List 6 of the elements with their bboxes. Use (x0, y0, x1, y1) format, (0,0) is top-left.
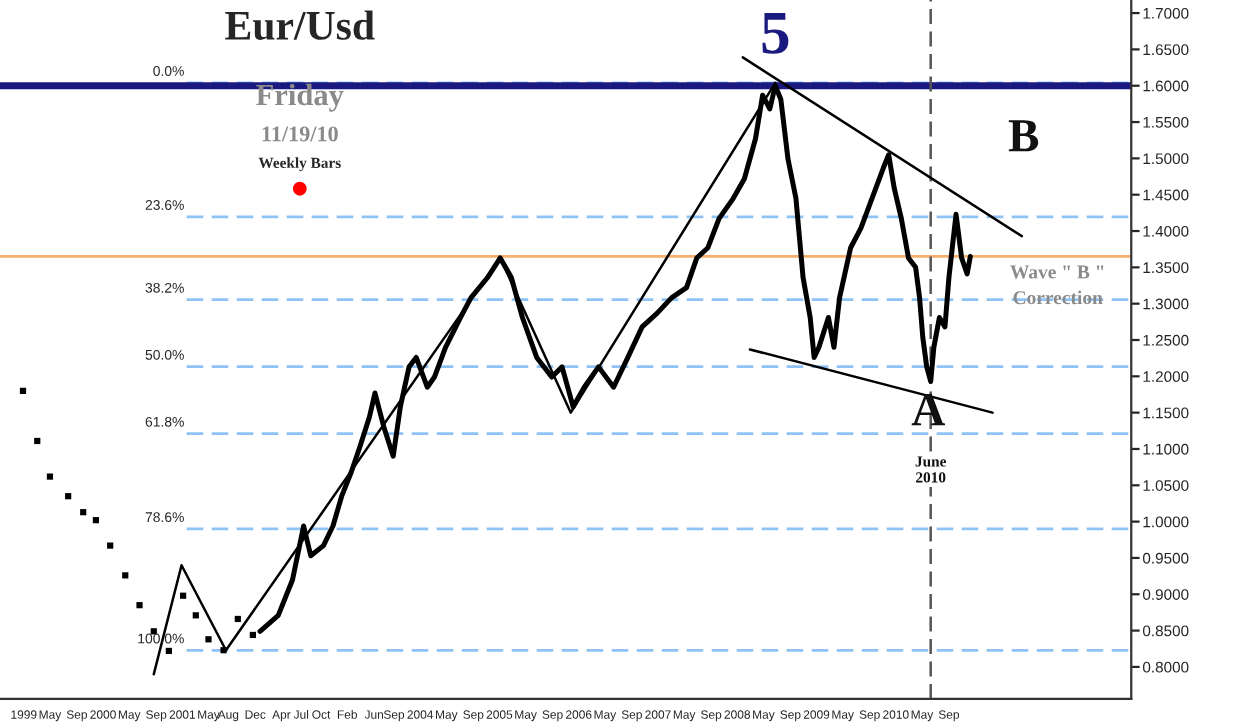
chart-title: Eur/Usd (225, 10, 375, 40)
annotation: 11/19/10 (262, 126, 338, 142)
annotation: A (911, 394, 946, 426)
annotation: B (1008, 120, 1039, 152)
text: Friday (256, 83, 344, 112)
annotation: 5 (762, 13, 789, 54)
